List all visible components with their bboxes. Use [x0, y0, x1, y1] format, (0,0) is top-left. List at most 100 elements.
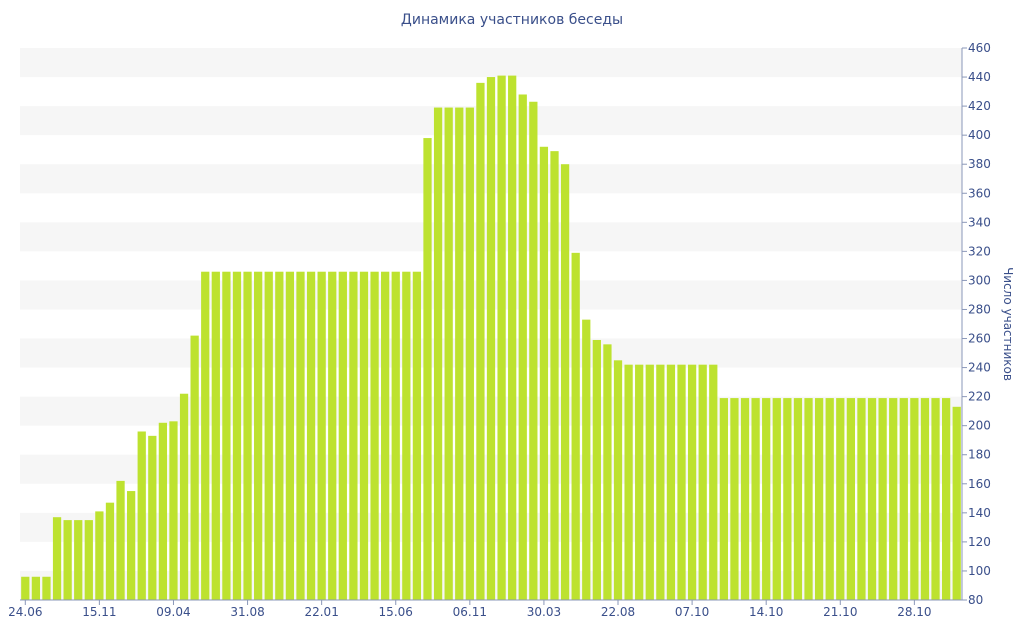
bar[interactable]: [465, 107, 474, 600]
bar[interactable]: [381, 271, 390, 600]
bar[interactable]: [836, 398, 845, 600]
bar[interactable]: [370, 271, 379, 600]
bar[interactable]: [942, 398, 951, 600]
bar[interactable]: [433, 107, 443, 600]
bar[interactable]: [455, 107, 464, 600]
bar[interactable]: [275, 271, 284, 600]
bar[interactable]: [814, 398, 824, 600]
bar[interactable]: [349, 271, 358, 600]
bar[interactable]: [211, 271, 220, 600]
bar[interactable]: [412, 271, 422, 600]
bar[interactable]: [31, 576, 41, 600]
bar[interactable]: [846, 398, 855, 600]
bar[interactable]: [571, 252, 580, 600]
y-tick-label: 300: [968, 273, 991, 287]
bar[interactable]: [698, 364, 707, 600]
bar[interactable]: [825, 398, 834, 600]
bar[interactable]: [762, 398, 771, 600]
y-tick-label: 120: [968, 535, 991, 549]
bar[interactable]: [751, 398, 760, 600]
bar[interactable]: [52, 517, 62, 600]
bar[interactable]: [666, 364, 676, 600]
x-tick-label: 22.08: [601, 605, 635, 619]
bar[interactable]: [74, 520, 83, 600]
bar[interactable]: [254, 271, 263, 600]
bar[interactable]: [931, 398, 940, 600]
bar[interactable]: [497, 75, 506, 601]
bar[interactable]: [952, 406, 961, 600]
bar[interactable]: [677, 364, 686, 600]
bar[interactable]: [656, 364, 665, 600]
y-tick-label: 80: [968, 593, 983, 607]
y-tick-label: 180: [968, 448, 991, 462]
bar[interactable]: [285, 271, 295, 600]
bar[interactable]: [645, 364, 654, 600]
bar[interactable]: [529, 101, 538, 600]
bar[interactable]: [486, 77, 496, 601]
bar[interactable]: [21, 576, 30, 600]
bar[interactable]: [772, 398, 781, 600]
bar[interactable]: [391, 271, 400, 600]
bar[interactable]: [148, 435, 157, 600]
bar[interactable]: [878, 398, 887, 600]
bar[interactable]: [857, 398, 866, 600]
bar[interactable]: [359, 271, 369, 600]
bar[interactable]: [306, 271, 316, 600]
bar[interactable]: [243, 271, 252, 600]
bar[interactable]: [793, 398, 803, 600]
bar[interactable]: [635, 364, 644, 600]
bar[interactable]: [624, 364, 633, 600]
bar[interactable]: [201, 271, 210, 600]
x-tick-label: 15.06: [379, 605, 413, 619]
bar[interactable]: [603, 344, 612, 600]
bar[interactable]: [296, 271, 305, 600]
bar[interactable]: [592, 339, 601, 600]
bar[interactable]: [560, 164, 570, 600]
bar[interactable]: [63, 520, 72, 600]
grid-band: [20, 48, 962, 78]
bar[interactable]: [423, 138, 432, 600]
bar[interactable]: [116, 480, 125, 600]
bar[interactable]: [783, 398, 792, 600]
bar[interactable]: [582, 319, 591, 600]
bar[interactable]: [338, 271, 347, 600]
bar[interactable]: [127, 491, 136, 600]
bar[interactable]: [476, 82, 485, 601]
bar[interactable]: [550, 151, 559, 600]
bar[interactable]: [232, 271, 242, 600]
bar[interactable]: [169, 421, 178, 600]
bar[interactable]: [719, 398, 728, 600]
bar[interactable]: [264, 271, 273, 600]
bar[interactable]: [867, 398, 877, 600]
bar[interactable]: [317, 271, 326, 600]
bar[interactable]: [910, 398, 919, 600]
bar[interactable]: [539, 146, 549, 600]
bar[interactable]: [402, 271, 411, 600]
bar[interactable]: [899, 398, 908, 600]
bar[interactable]: [105, 502, 115, 600]
bar[interactable]: [84, 520, 93, 600]
bar[interactable]: [42, 576, 51, 600]
bar[interactable]: [328, 271, 337, 600]
bar[interactable]: [518, 94, 527, 600]
bar[interactable]: [444, 107, 453, 600]
x-tick-label: 21.10: [823, 605, 857, 619]
bar[interactable]: [920, 398, 930, 600]
bar[interactable]: [158, 422, 168, 600]
bar[interactable]: [137, 431, 146, 600]
bar[interactable]: [508, 75, 517, 601]
bar[interactable]: [889, 398, 898, 600]
bar[interactable]: [730, 398, 739, 600]
bar[interactable]: [740, 398, 750, 600]
bar[interactable]: [709, 364, 718, 600]
bar[interactable]: [222, 271, 231, 600]
bar[interactable]: [179, 393, 189, 600]
x-tick-label: 28.10: [897, 605, 931, 619]
bar[interactable]: [95, 511, 104, 600]
bar[interactable]: [190, 335, 199, 600]
bar[interactable]: [687, 364, 697, 600]
bar[interactable]: [613, 360, 623, 600]
x-tick-label: 09.04: [156, 605, 190, 619]
bar[interactable]: [804, 398, 813, 600]
y-tick-label: 100: [968, 564, 991, 578]
